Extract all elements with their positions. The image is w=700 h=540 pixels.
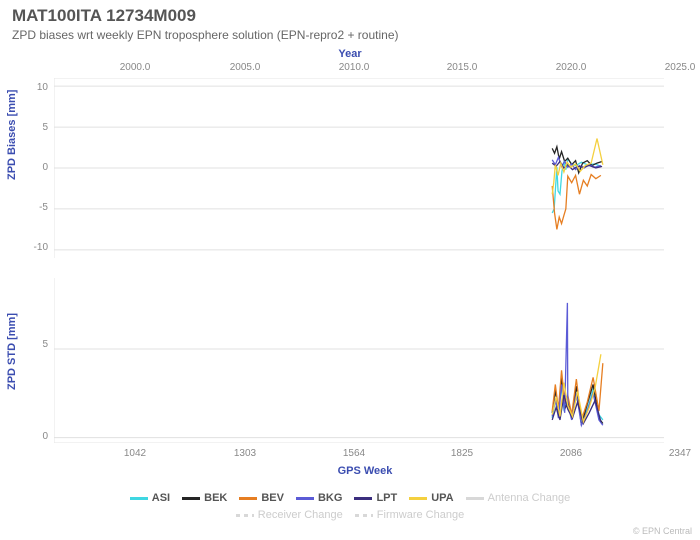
legend-swatch bbox=[296, 497, 314, 500]
legend-swatch bbox=[355, 514, 373, 517]
legend-swatch bbox=[236, 514, 254, 517]
year-tick: 2020.0 bbox=[556, 62, 587, 73]
legend-item-firmware-change[interactable]: Firmware Change bbox=[355, 507, 464, 524]
gpsweek-tick: 2347 bbox=[669, 448, 691, 459]
plot-svg bbox=[54, 78, 664, 443]
legend-swatch bbox=[239, 497, 257, 500]
y1-tick: 0 bbox=[24, 162, 48, 173]
y1-tick: -10 bbox=[24, 242, 48, 253]
gpsweek-tick: 1303 bbox=[234, 448, 256, 459]
gpsweek-tick: 1564 bbox=[343, 448, 365, 459]
year-tick: 2000.0 bbox=[120, 62, 151, 73]
legend-swatch bbox=[466, 497, 484, 500]
gpsweek-tick: 2086 bbox=[560, 448, 582, 459]
gpsweek-tick: 1042 bbox=[124, 448, 146, 459]
y2-tick: 0 bbox=[24, 431, 48, 442]
year-tick: 2025.0 bbox=[665, 62, 696, 73]
chart-container: MAT100ITA 12734M009 ZPD biases wrt weekl… bbox=[0, 0, 700, 540]
legend-item-bek[interactable]: BEK bbox=[182, 490, 227, 507]
y1-tick: 10 bbox=[24, 82, 48, 93]
chart-subtitle: ZPD biases wrt weekly EPN troposphere so… bbox=[12, 28, 399, 42]
bottom-axis-label: GPS Week bbox=[338, 465, 393, 477]
legend-item-asi[interactable]: ASI bbox=[130, 490, 170, 507]
year-tick: 2010.0 bbox=[339, 62, 370, 73]
credit-text: © EPN Central bbox=[633, 526, 692, 536]
year-tick: 2015.0 bbox=[447, 62, 478, 73]
legend-item-receiver-change[interactable]: Receiver Change bbox=[236, 507, 343, 524]
legend-swatch bbox=[354, 497, 372, 500]
y1-tick: 5 bbox=[24, 122, 48, 133]
plot-area bbox=[54, 78, 664, 443]
legend-swatch bbox=[130, 497, 148, 500]
legend-swatch bbox=[182, 497, 200, 500]
legend-item-bev[interactable]: BEV bbox=[239, 490, 284, 507]
y2-tick: 5 bbox=[24, 339, 48, 350]
legend-swatch bbox=[409, 497, 427, 500]
year-tick: 2005.0 bbox=[230, 62, 261, 73]
legend: ASI BEK BEV BKG LPT UPA Antenna Change Receiver… bbox=[0, 490, 700, 524]
gpsweek-tick: 1825 bbox=[451, 448, 473, 459]
chart-title: MAT100ITA 12734M009 bbox=[12, 6, 196, 26]
top-axis-label: Year bbox=[338, 48, 361, 60]
y1-tick: -5 bbox=[24, 202, 48, 213]
y2-axis-label: ZPD STD [mm] bbox=[6, 313, 18, 390]
legend-item-lpt[interactable]: LPT bbox=[354, 490, 397, 507]
legend-item-bkg[interactable]: BKG bbox=[296, 490, 342, 507]
legend-item-antenna-change[interactable]: Antenna Change bbox=[466, 490, 571, 507]
legend-item-upa[interactable]: UPA bbox=[409, 490, 453, 507]
y1-axis-label: ZPD Biases [mm] bbox=[6, 90, 18, 180]
